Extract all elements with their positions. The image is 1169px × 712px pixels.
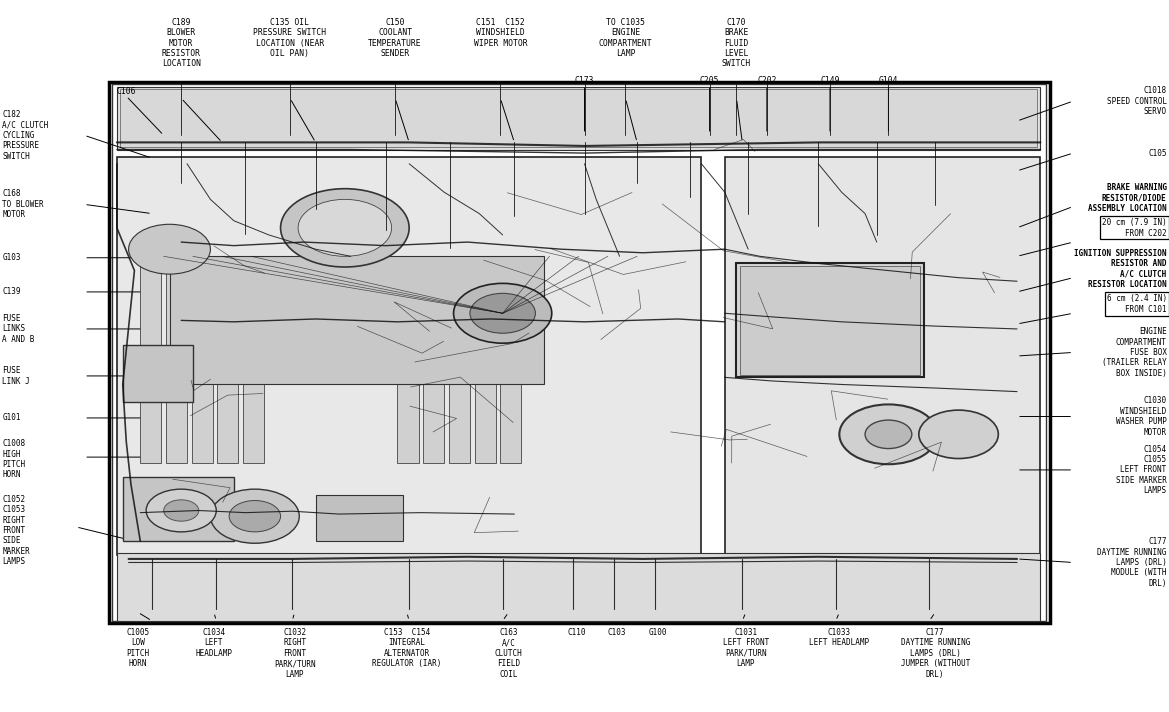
Bar [740,266,920,375]
Bar [123,477,234,541]
Bar [500,263,521,463]
Bar [316,495,403,541]
Text: C170
BRAKE
FLUID
LEVEL
SWITCH: C170 BRAKE FLUID LEVEL SWITCH [721,18,752,68]
Circle shape [454,283,552,343]
Circle shape [146,489,216,532]
Circle shape [470,293,535,333]
Text: G101: G101 [2,414,21,422]
Text: C139: C139 [2,288,21,296]
Circle shape [839,404,938,464]
Bar [166,263,187,463]
Text: C149: C149 [821,76,839,85]
Bar [736,263,924,377]
Text: C163
A/C
CLUTCH
FIELD
COIL: C163 A/C CLUTCH FIELD COIL [494,628,523,679]
Text: C150
COOLANT
TEMPERATURE
SENDER: C150 COOLANT TEMPERATURE SENDER [368,18,422,58]
Bar [449,263,470,463]
Text: C173: C173 [575,76,594,85]
Bar [725,157,1040,555]
Bar [243,263,264,463]
Text: C1008
HIGH
PITCH
HORN: C1008 HIGH PITCH HORN [2,439,26,479]
Bar [109,82,1050,623]
Text: C189
BLOWER
MOTOR
RESISTOR
LOCATION: C189 BLOWER MOTOR RESISTOR LOCATION [161,18,201,68]
Text: C1031
LEFT FRONT
PARK/TURN
LAMP: C1031 LEFT FRONT PARK/TURN LAMP [722,628,769,668]
Circle shape [229,501,281,532]
Circle shape [865,420,912,449]
Text: C177
DAYTIME RUNNING
LAMPS (DRL)
JUMPER (WITHOUT
DRL): C177 DAYTIME RUNNING LAMPS (DRL) JUMPER … [900,628,970,679]
Text: FUSE
LINKS
A AND B: FUSE LINKS A AND B [2,314,35,344]
Circle shape [281,189,409,267]
Bar [423,263,444,463]
Text: C151  C152
WINDSHIELD
WIPER MOTOR: C151 C152 WINDSHIELD WIPER MOTOR [473,18,527,48]
Text: C1030
WINDSHIELD
WASHER PUMP
MOTOR: C1030 WINDSHIELD WASHER PUMP MOTOR [1115,397,1167,436]
Bar [123,345,193,402]
Bar [170,256,544,384]
Text: C202: C202 [758,76,776,85]
Text: G100: G100 [649,628,667,637]
Bar [117,157,701,555]
Circle shape [298,199,392,256]
Text: ENGINE
COMPARTMENT
FUSE BOX
(TRAILER RELAY
BOX INSIDE): ENGINE COMPARTMENT FUSE BOX (TRAILER REL… [1102,327,1167,378]
Bar [112,84,1046,621]
Text: C1005
LOW
PITCH
HORN: C1005 LOW PITCH HORN [126,628,150,668]
Bar [475,263,496,463]
Text: G103: G103 [2,253,21,262]
Text: 6 cm (2.4 IN)
FROM C101: 6 cm (2.4 IN) FROM C101 [1107,294,1167,314]
Bar [140,263,161,463]
Bar [117,87,1040,150]
Bar [112,84,1046,621]
Bar [397,263,419,463]
Text: C110: C110 [567,628,586,637]
Text: 20 cm (7.9 IN)
FROM C202: 20 cm (7.9 IN) FROM C202 [1102,218,1167,238]
Text: C1034
LEFT
HEADLAMP: C1034 LEFT HEADLAMP [195,628,233,658]
Text: C205: C205 [700,76,719,85]
Text: IGNITION SUPPRESSION
RESISTOR AND
A/C CLUTCH
RESISTOR LOCATION: IGNITION SUPPRESSION RESISTOR AND A/C CL… [1074,249,1167,289]
Text: C168
TO BLOWER
MOTOR: C168 TO BLOWER MOTOR [2,189,44,219]
Text: C1054
C1055
LEFT FRONT
SIDE MARKER
LAMPS: C1054 C1055 LEFT FRONT SIDE MARKER LAMPS [1115,444,1167,496]
Text: C1033
LEFT HEADLAMP: C1033 LEFT HEADLAMP [809,628,870,647]
Circle shape [164,500,199,521]
Bar [217,263,238,463]
Circle shape [919,410,998,459]
Text: C177
DAYTIME RUNNING
LAMPS (DRL)
MODULE (WITH
DRL): C177 DAYTIME RUNNING LAMPS (DRL) MODULE … [1098,537,1167,588]
Text: C1052
C1053
RIGHT
FRONT
SIDE
MARKER
LAMPS: C1052 C1053 RIGHT FRONT SIDE MARKER LAMP… [2,495,30,566]
Text: C182
A/C CLUTCH
CYCLING
PRESSURE
SWITCH: C182 A/C CLUTCH CYCLING PRESSURE SWITCH [2,110,49,161]
Text: TO C1035
ENGINE
COMPARTMENT
LAMP: TO C1035 ENGINE COMPARTMENT LAMP [599,18,652,58]
Text: C105: C105 [1148,149,1167,157]
Text: C135 OIL
PRESSURE SWITCH
LOCATION (NEAR
OIL PAN): C135 OIL PRESSURE SWITCH LOCATION (NEAR … [254,18,326,58]
Bar [192,263,213,463]
Bar [120,89,1037,147]
Bar [117,553,1040,621]
Text: FUSE
LINK J: FUSE LINK J [2,366,30,386]
Text: C103: C103 [608,628,627,637]
Text: C153  C154
INTEGRAL
ALTERNATOR
REGULATOR (IAR): C153 C154 INTEGRAL ALTERNATOR REGULATOR … [372,628,442,668]
Text: C1018
SPEED CONTROL
SERVO: C1018 SPEED CONTROL SERVO [1107,86,1167,116]
Circle shape [210,489,299,543]
Text: C106: C106 [117,87,136,96]
Text: G104: G104 [879,76,898,85]
Text: BRAKE WARNING
RESISTOR/DIODE
ASSEMBLY LOCATION: BRAKE WARNING RESISTOR/DIODE ASSEMBLY LO… [1088,183,1167,213]
Text: C1032
RIGHT
FRONT
PARK/TURN
LAMP: C1032 RIGHT FRONT PARK/TURN LAMP [274,628,316,679]
Circle shape [129,224,210,274]
